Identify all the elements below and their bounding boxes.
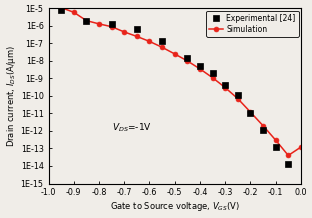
Experimental [24] [223,84,227,87]
Simulation [223,86,227,89]
Simulation [173,53,177,55]
Simulation [135,35,139,38]
Simulation [274,139,277,141]
Simulation [122,31,126,33]
Simulation [160,46,164,49]
Simulation [72,11,76,14]
Experimental [24] [135,27,139,30]
Simulation [236,97,240,100]
Simulation [299,146,303,148]
Y-axis label: Drain current, $I_{DS}$(A/μm): Drain current, $I_{DS}$(A/μm) [5,45,18,147]
Text: $V_{DS}$=-1V: $V_{DS}$=-1V [112,122,151,135]
Legend: Experimental [24], Simulation: Experimental [24], Simulation [207,11,299,37]
Simulation [261,124,265,127]
Experimental [24] [236,93,240,96]
Simulation [46,2,50,4]
Experimental [24] [110,23,114,26]
Experimental [24] [160,40,164,43]
Experimental [24] [85,20,88,23]
Experimental [24] [59,9,63,11]
Simulation [85,19,88,22]
Simulation [185,60,189,62]
X-axis label: Gate to Source voltage, $V_{GS}$(V): Gate to Source voltage, $V_{GS}$(V) [110,200,240,213]
Experimental [24] [274,146,277,148]
Line: Experimental [24]: Experimental [24] [46,0,291,167]
Experimental [24] [198,65,202,68]
Experimental [24] [185,56,189,59]
Experimental [24] [286,163,290,165]
Simulation [59,6,63,9]
Line: Simulation: Simulation [46,1,303,158]
Simulation [97,23,101,25]
Simulation [148,40,151,43]
Experimental [24] [261,128,265,131]
Experimental [24] [211,72,214,75]
Experimental [24] [46,1,50,4]
Simulation [211,76,214,79]
Simulation [249,111,252,113]
Experimental [24] [249,112,252,115]
Simulation [198,68,202,70]
Simulation [110,25,114,28]
Simulation [286,154,290,157]
